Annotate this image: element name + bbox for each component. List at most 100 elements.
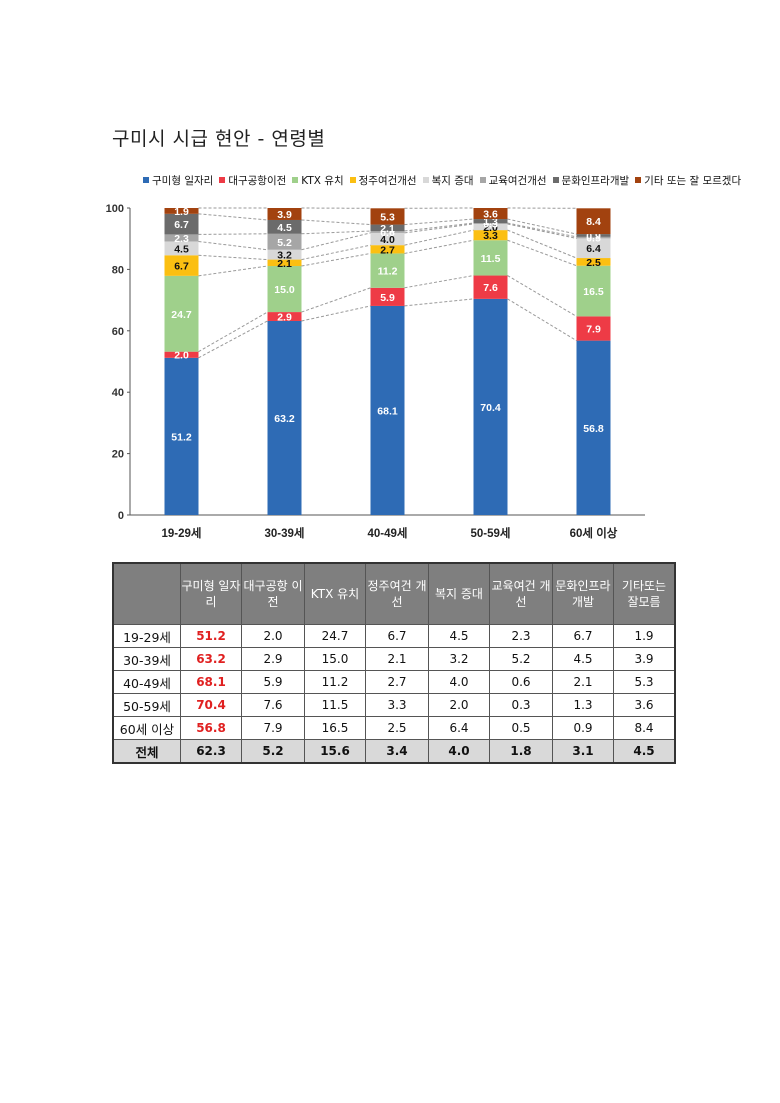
bar-segment	[370, 208, 405, 225]
data-label: 3.9	[277, 209, 292, 221]
bar-segment	[473, 275, 508, 299]
data-label: 2.0	[174, 350, 189, 362]
table-cell: 2.0	[241, 624, 305, 648]
bar-segment	[267, 208, 302, 220]
table-cell: 2.1	[552, 670, 614, 694]
data-label: 2.1	[277, 258, 292, 270]
table-cell: 3.3	[365, 693, 429, 717]
table-total-row: 전체 62.3 5.2 15.6 3.4 4.0 1.8 3.1 4.5	[112, 739, 676, 764]
series-connector-line	[404, 275, 474, 289]
legend-label: 기타 또는 잘 모르겠다	[644, 174, 742, 187]
table-cell: 3.1	[552, 739, 614, 764]
table-cell: 0.6	[489, 670, 553, 694]
page-title: 구미시 시급 현안 - 연령별	[112, 128, 326, 150]
bar-segment	[370, 245, 405, 254]
bar-segment	[267, 249, 302, 260]
bar-segment	[164, 351, 199, 358]
series-connector-line	[507, 218, 577, 235]
table-cell: 56.8	[180, 716, 242, 740]
row-label: 30-39세	[112, 647, 181, 671]
series-connector-line	[198, 240, 268, 251]
table-row: 50-59세 70.4 7.6 11.5 3.3 2.0 0.3 1.3 3.6	[112, 693, 676, 717]
series-connector-line	[301, 252, 371, 267]
column-header: 문화인프라 개발	[552, 562, 614, 625]
table-cell: 5.3	[613, 670, 676, 694]
y-tick-label: 20	[112, 449, 124, 461]
series-connector-line	[301, 230, 371, 235]
legend-swatch	[349, 177, 356, 183]
bar-segment	[370, 231, 405, 233]
row-label: 전체	[112, 739, 181, 764]
bar-segment	[164, 234, 199, 242]
bar-segment	[164, 275, 199, 352]
legend-swatch	[143, 177, 149, 183]
table-cell: 4.0	[428, 670, 490, 694]
table-cell: 5.2	[489, 647, 553, 671]
table-cell: 3.2	[428, 647, 490, 671]
x-tick-label: 40-49세	[368, 526, 408, 540]
series-connector-line	[507, 229, 577, 259]
data-label: 5.2	[277, 237, 292, 249]
x-tick-label: 60세 이상	[570, 526, 618, 540]
table-cell: 5.2	[241, 739, 305, 764]
table-cell: 4.0	[428, 739, 490, 764]
bar-segment	[576, 316, 611, 341]
legend-swatch	[422, 177, 429, 183]
legend-item: 구미형 일자리	[143, 173, 213, 188]
data-label: 4.5	[277, 222, 292, 234]
table-cell: 16.5	[304, 716, 366, 740]
row-label: 19-29세	[112, 624, 181, 648]
legend-label: 정주여건개선	[358, 174, 417, 187]
bar-segment	[473, 240, 508, 276]
x-tick-label: 50-59세	[471, 526, 511, 540]
data-label: 6.4	[586, 243, 601, 255]
bar-segment	[473, 219, 508, 224]
bar-segment	[576, 258, 611, 266]
y-tick-label: 80	[112, 264, 124, 276]
bar-segment	[267, 259, 302, 267]
series-connector-line	[301, 244, 371, 261]
legend-swatch	[219, 177, 226, 183]
x-tick-label: 30-39세	[265, 526, 305, 540]
legend-label: 문화인프라개발	[561, 174, 630, 187]
series-connector-line	[507, 275, 577, 317]
column-header: 대구공항 이전	[241, 562, 305, 625]
y-tick-label: 60	[112, 326, 124, 338]
table-cell: 3.6	[613, 693, 676, 717]
series-connector-line	[198, 311, 268, 353]
table-corner-cell	[112, 562, 181, 625]
legend-swatch	[479, 177, 486, 183]
data-label: 6.7	[174, 261, 189, 273]
series-connector-line	[301, 232, 371, 251]
bar-segment	[267, 233, 302, 250]
table-cell: 11.5	[304, 693, 366, 717]
bar-segment	[267, 320, 302, 515]
table-cell: 1.3	[552, 693, 614, 717]
table-cell: 4.5	[613, 739, 676, 764]
bar-segment	[473, 230, 508, 241]
table-cell: 2.3	[489, 624, 553, 648]
data-label: 68.1	[377, 405, 398, 417]
column-header: 기타또는 잘모름	[613, 562, 676, 625]
legend-label: 복지 증대	[431, 174, 474, 187]
series-connector-line	[507, 223, 577, 239]
data-label: 7.6	[483, 282, 498, 294]
row-label: 60세 이상	[112, 716, 181, 740]
data-label: 51.2	[171, 431, 192, 443]
table-row: 60세 이상 56.8 7.9 16.5 2.5 6.4 0.5 0.9 8.4	[112, 716, 676, 740]
data-label: 3.6	[483, 209, 498, 221]
bar-segment	[473, 223, 508, 224]
bar-segment	[576, 340, 611, 515]
table-row: 30-39세 63.2 2.9 15.0 2.1 3.2 5.2 4.5 3.9	[112, 647, 676, 671]
legend-item: 교육여건개선	[479, 173, 547, 188]
legend-label: 구미형 일자리	[152, 174, 214, 187]
data-label: 7.9	[586, 323, 601, 335]
row-label: 50-59세	[112, 693, 181, 717]
table-cell: 62.3	[180, 739, 242, 764]
bar-segment	[576, 208, 611, 235]
legend-label: 교육여건개선	[488, 174, 547, 187]
series-connector-line	[404, 222, 474, 232]
data-label: 2.9	[277, 312, 292, 324]
series-connector-line	[198, 254, 268, 261]
series-connector-line	[404, 239, 474, 254]
